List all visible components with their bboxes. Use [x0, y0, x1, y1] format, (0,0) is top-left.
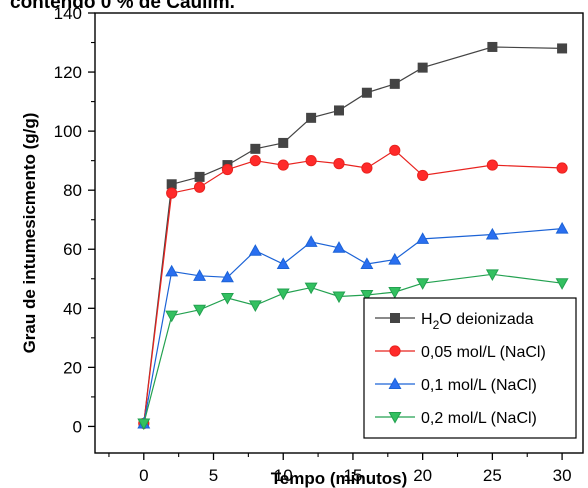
legend-marker: [388, 412, 402, 424]
data-point: [166, 179, 177, 190]
data-point: [555, 278, 569, 290]
data-point: [220, 270, 234, 283]
data-point: [193, 269, 207, 281]
y-tick-label: 120: [54, 63, 82, 82]
data-point: [305, 155, 317, 167]
data-point: [249, 155, 261, 167]
legend-marker: [389, 345, 401, 357]
data-point: [332, 241, 346, 253]
legend-label: 0,05 mol/L (NaCl): [421, 344, 546, 361]
data-point: [333, 158, 345, 170]
x-tick-label: 0: [139, 466, 148, 485]
data-point: [417, 62, 428, 73]
x-tick-label: 5: [209, 466, 218, 485]
data-point: [194, 171, 205, 182]
data-point: [248, 244, 262, 256]
y-tick-label: 60: [63, 240, 82, 259]
legend: H2O deionizada 0,05 mol/L (NaCl) 0,1 mol/L…: [363, 297, 577, 439]
data-point: [193, 181, 206, 193]
tick-labels: 0 20 40 60 80 100 120 140 0 5 10 15 20 25 30: [54, 4, 572, 485]
series-layer: [137, 41, 569, 431]
x-tick-label: 10: [274, 466, 293, 485]
legend-marker: [388, 377, 402, 389]
data-point: [220, 292, 234, 305]
x-tick-label: 20: [413, 466, 432, 485]
x-tick-label: 25: [483, 466, 502, 485]
axes: [88, 12, 584, 460]
data-point: [166, 187, 178, 199]
data-point: [277, 159, 289, 171]
data-point: [388, 287, 402, 299]
data-point: [417, 169, 429, 182]
legend-marker: [390, 313, 400, 323]
data-point: [389, 144, 401, 156]
data-point: [278, 137, 289, 148]
series-3: [137, 269, 569, 431]
y-axis-label: Grau de intumesicmento (g/g): [20, 113, 39, 354]
data-point: [360, 290, 374, 302]
data-point: [165, 264, 179, 277]
data-point: [487, 41, 498, 52]
data-point: [334, 105, 344, 116]
data-point: [221, 163, 234, 176]
data-point: [555, 221, 569, 234]
data-point: [306, 112, 317, 123]
data-point: [361, 87, 372, 98]
data-point: [248, 300, 262, 313]
data-point: [361, 162, 373, 174]
data-point: [304, 282, 318, 295]
data-point: [137, 418, 151, 431]
y-tick-label: 100: [54, 122, 82, 141]
data-point: [193, 304, 207, 317]
data-point: [389, 78, 400, 89]
data-point: [304, 235, 318, 247]
series-1: [138, 144, 568, 430]
legend-label: H2O deionizada: [421, 311, 534, 332]
data-point: [485, 269, 499, 281]
y-tick-label: 40: [63, 299, 82, 318]
chart-title: contendo 0 % de Caulim.: [10, 0, 235, 13]
data-point: [332, 291, 346, 304]
data-point: [556, 162, 568, 174]
data-point: [557, 43, 568, 54]
x-tick-label: 15: [343, 466, 362, 485]
data-point: [388, 252, 402, 265]
legend-label: 0,2 mol/L (NaCl): [421, 410, 537, 427]
series-2: [137, 221, 569, 429]
x-axis-label: Tempo (minutos): [271, 469, 408, 488]
y-tick-label: 140: [54, 4, 82, 23]
data-point: [416, 232, 430, 244]
x-tick-label: 30: [553, 466, 572, 485]
plot-frame: [94, 12, 584, 454]
data-point: [250, 143, 261, 154]
data-point: [276, 288, 290, 301]
data-point: [485, 227, 499, 240]
data-point: [165, 310, 179, 323]
y-tick-label: 0: [73, 417, 82, 436]
y-tick-label: 80: [63, 181, 82, 200]
data-point: [486, 159, 498, 171]
data-point: [416, 278, 430, 290]
y-tick-label: 20: [63, 358, 82, 377]
data-point: [360, 257, 374, 270]
legend-label: 0,1 mol/L (NaCl): [421, 377, 537, 394]
data-point: [276, 257, 290, 270]
